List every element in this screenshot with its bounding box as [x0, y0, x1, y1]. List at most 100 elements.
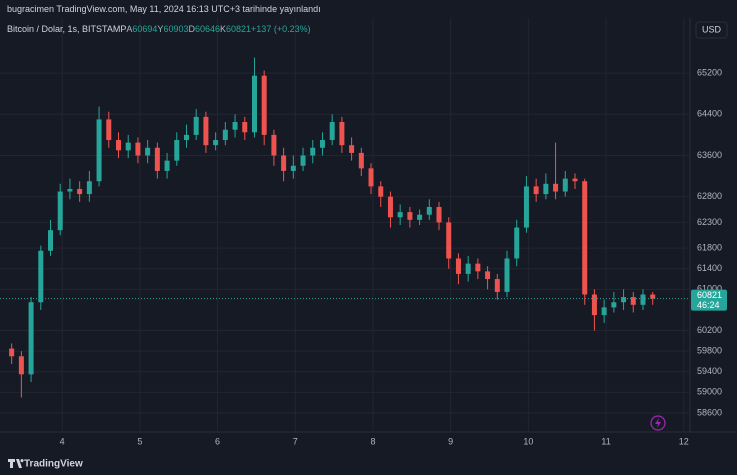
y-tick-label: 65200	[697, 67, 722, 77]
y-tick-label: 61800	[697, 243, 722, 253]
grid	[0, 18, 690, 432]
x-tick-label: 12	[679, 436, 689, 446]
x-tick-label: 6	[215, 436, 220, 446]
event-icon-bolt	[655, 418, 661, 428]
candle-body	[455, 258, 461, 274]
candle-body	[562, 178, 568, 192]
x-tick-label: 5	[137, 436, 142, 446]
candle-body	[232, 122, 238, 130]
candle-body	[533, 186, 539, 195]
candles	[9, 57, 656, 398]
candle-body	[183, 134, 189, 141]
candle-body	[446, 222, 452, 259]
candle-body	[426, 206, 432, 215]
y-tick-label: 59000	[697, 387, 722, 397]
candle-body	[494, 279, 500, 292]
candle-body	[611, 302, 617, 308]
candle-body	[349, 145, 355, 153]
candle-body	[553, 183, 559, 192]
candle-body	[57, 191, 63, 231]
y-tick-label: 61400	[697, 263, 722, 273]
y-tick-label: 62800	[697, 191, 722, 201]
candle-body	[475, 263, 481, 272]
candle-body	[115, 140, 121, 151]
brand-name: TradingView	[24, 459, 83, 470]
candle-body	[125, 142, 131, 151]
y-tick-label: 60200	[697, 325, 722, 335]
y-tick-label: 58600	[697, 407, 722, 417]
candle-body	[77, 188, 83, 195]
candle-body	[154, 147, 160, 171]
candle-body	[329, 122, 335, 141]
last-price-tag	[691, 289, 727, 311]
x-tick-label: 7	[293, 436, 298, 446]
candle-body	[281, 155, 287, 171]
candle-body	[310, 147, 316, 156]
legend-value: 60903	[163, 24, 189, 34]
legend-label: A	[126, 24, 133, 34]
x-tick-label: 10	[523, 436, 533, 446]
y-tick-label: 62300	[697, 217, 722, 227]
candle-body	[339, 122, 345, 146]
legend-label: D	[188, 24, 195, 34]
x-tick-label: 11	[601, 436, 610, 446]
candle-body	[174, 140, 180, 161]
candle-body	[213, 140, 219, 146]
candle-body	[48, 230, 54, 251]
legend-value: 60646	[194, 24, 220, 34]
legend-label: Y	[157, 24, 164, 34]
axes: 65200 64400 63600 62800 62300 61800 61400 61000…	[0, 67, 727, 446]
candle-body	[9, 348, 15, 357]
brand-logo	[8, 459, 24, 468]
candle-body	[86, 181, 92, 195]
currency-label: USD	[702, 24, 722, 34]
candle-body	[271, 134, 277, 156]
event-icon[interactable]	[650, 415, 666, 431]
candle-body	[96, 119, 102, 182]
candle-body	[640, 294, 646, 305]
candle-body	[417, 214, 423, 220]
legend-label: K	[220, 24, 227, 34]
candle-body	[222, 129, 228, 141]
ohlc-legend: Bitcoin / Dolar, 1s, BITSTAMP A 60694 Y …	[7, 24, 311, 34]
candle-body	[368, 168, 374, 187]
currency-button[interactable]	[695, 21, 728, 39]
candle-body	[193, 116, 199, 135]
candle-body	[397, 212, 403, 218]
x-tick-label: 9	[448, 436, 453, 446]
y-tick-label: 64400	[697, 109, 722, 119]
candle-body	[106, 119, 112, 141]
legend-change: +137 (+0.23%)	[251, 24, 311, 34]
candle-body	[407, 212, 413, 220]
candle-body	[135, 142, 141, 156]
candle-body	[504, 258, 510, 292]
candle-body	[582, 181, 588, 295]
candle-body	[591, 294, 597, 316]
candle-body	[145, 147, 151, 156]
candle-body	[485, 271, 491, 280]
candle-body	[621, 297, 627, 303]
candle-body	[242, 122, 248, 133]
y-tick-label: 61000	[697, 284, 722, 294]
candle-body	[465, 263, 471, 274]
y-tick-label: 59400	[697, 366, 722, 376]
x-tick-label: 8	[370, 436, 375, 446]
candle-body	[38, 250, 44, 303]
candle-body	[436, 206, 442, 223]
candle-body	[28, 302, 34, 375]
candle-body	[319, 140, 325, 148]
legend-value: 60821	[226, 24, 252, 34]
symbol: Bitcoin / Dolar, 1s, BITSTAMP	[7, 24, 127, 34]
candle-body	[514, 227, 520, 259]
publish-header: bugracimen TradingView.com, May 11, 2024…	[7, 4, 321, 14]
candle-body	[358, 152, 364, 169]
candle-body	[290, 165, 296, 171]
candle-body	[164, 160, 170, 171]
candle-body	[387, 196, 393, 218]
last-price-value: 60821	[697, 290, 722, 300]
legend-value: 60694	[132, 24, 158, 34]
candle-body	[261, 75, 267, 135]
